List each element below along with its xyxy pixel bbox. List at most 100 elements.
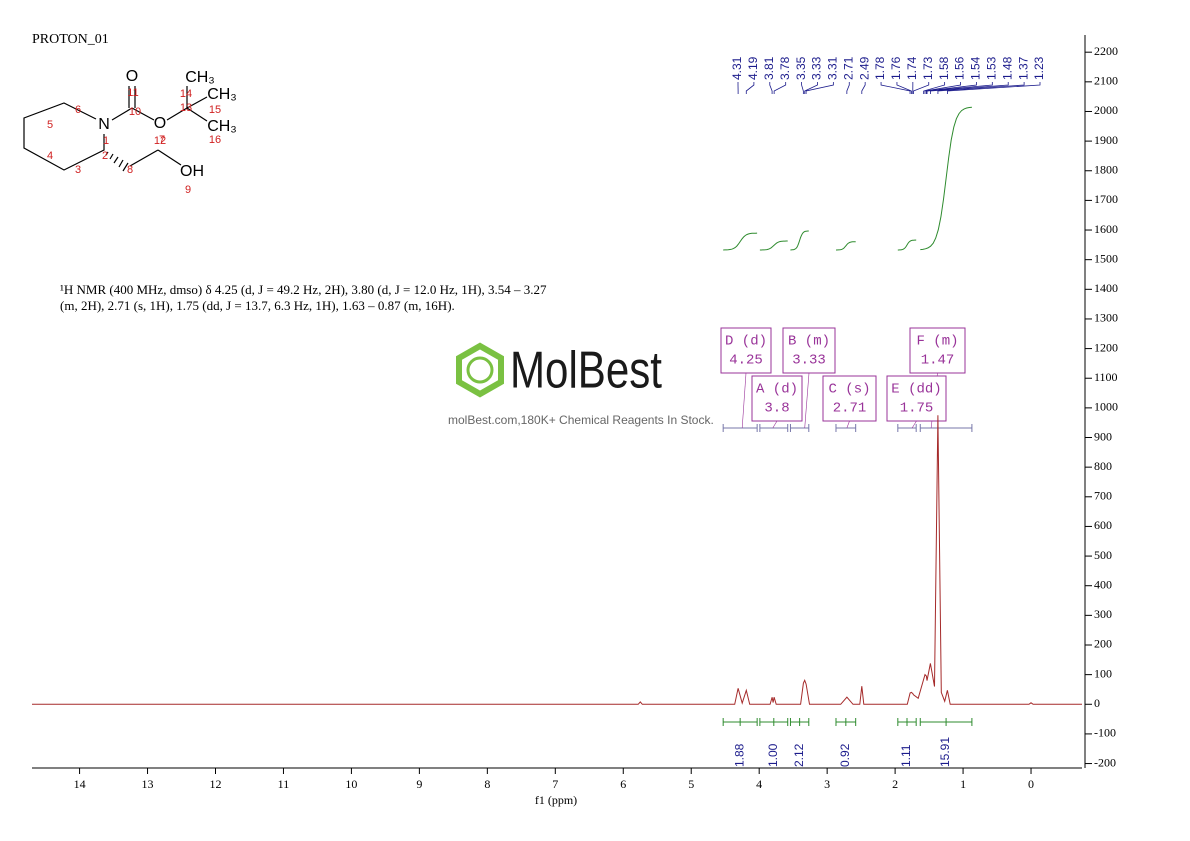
x-tick-label: 0	[1028, 777, 1034, 791]
multiplet-connector	[772, 420, 778, 429]
chart-title: PROTON_01	[32, 32, 109, 47]
y-tick-label: 2200	[1094, 44, 1118, 58]
x-axis-label: f1 (ppm)	[535, 793, 577, 807]
watermark-tagline: molBest.com,180K+ Chemical Reagents In S…	[448, 413, 714, 427]
peak-label: 1.78	[873, 56, 887, 80]
atom-number: 15	[209, 104, 221, 116]
x-tick-label: 2	[892, 777, 898, 791]
peak-label: 3.78	[778, 56, 792, 80]
y-tick-label: 1300	[1094, 311, 1118, 325]
y-tick-label: 1900	[1094, 133, 1118, 147]
atom-number: 14	[180, 88, 192, 100]
y-tick-label: 2100	[1094, 74, 1118, 88]
peak-leader	[923, 82, 946, 94]
y-tick-label: 1200	[1094, 340, 1118, 354]
peak-label: 2.71	[841, 56, 855, 80]
peak-label: 3.33	[810, 56, 824, 80]
peak-leader	[913, 82, 930, 94]
multiplet-box	[822, 375, 877, 422]
peak-leader	[804, 82, 818, 94]
x-tick-label: 7	[552, 777, 558, 791]
peak-leader	[745, 82, 755, 94]
logo	[456, 342, 504, 398]
y-tick-label: 0	[1094, 696, 1100, 710]
y-tick-label: 1700	[1094, 192, 1118, 206]
atom-label: O	[154, 115, 166, 132]
peak-label: 1.58	[937, 56, 951, 80]
multiplet-shift: 3.33	[792, 353, 826, 369]
multiplet-box	[751, 375, 803, 422]
y-tick-label: 1100	[1094, 370, 1118, 384]
y-tick-label: -200	[1094, 755, 1116, 769]
y-tick-label: 300	[1094, 607, 1112, 621]
peak-label: 1.53	[984, 56, 998, 80]
y-tick-label: 1800	[1094, 163, 1118, 177]
multiplet-box	[782, 327, 836, 374]
multiplet-name: F (m)	[916, 334, 958, 350]
y-tick-label: -100	[1094, 726, 1116, 740]
peak-label: 1.73	[921, 56, 935, 80]
y-tick-label: 500	[1094, 548, 1112, 562]
multiplet-connector	[846, 420, 850, 429]
multiplet-name: B (m)	[788, 334, 830, 350]
peak-label: 3.81	[762, 56, 776, 80]
y-tick-label: 2000	[1094, 103, 1118, 117]
multiplet-shift: 1.47	[921, 353, 955, 369]
peak-label: 4.31	[730, 56, 744, 80]
y-tick-label: 200	[1094, 637, 1112, 651]
multiplet-name: A (d)	[756, 382, 798, 398]
multiplet-box	[886, 375, 947, 422]
y-tick-label: 1000	[1094, 400, 1118, 414]
x-tick-label: 8	[484, 777, 490, 791]
x-tick-label: 13	[142, 777, 154, 791]
atom-label: O	[126, 68, 138, 85]
x-tick-label: 9	[416, 777, 422, 791]
integral-label: 1.88	[732, 743, 746, 767]
atom-label: OH	[180, 163, 204, 180]
integral-curve	[723, 232, 758, 251]
peak-label: 1.76	[889, 56, 903, 80]
multiplet-name: C (s)	[828, 382, 870, 398]
x-tick-label: 11	[278, 777, 290, 791]
integral-curve	[836, 241, 856, 251]
x-tick-label: 6	[620, 777, 626, 791]
y-tick-label: 1400	[1094, 281, 1118, 295]
multiplet-shift: 1.75	[900, 401, 934, 417]
peak-label: 1.74	[905, 56, 919, 80]
atom-label: CH₃	[207, 86, 237, 103]
watermark-brand: MolBest	[510, 342, 662, 400]
peak-leader	[924, 82, 961, 94]
peak-leader	[805, 82, 834, 94]
atom-label: CH₃	[185, 69, 215, 86]
peak-leader	[801, 82, 804, 94]
y-tick-label: 900	[1094, 429, 1112, 443]
integral-label: 2.12	[792, 743, 806, 767]
multiplet-box	[909, 327, 966, 374]
atom-label: CH₃	[207, 118, 237, 135]
nmr-description: (m, 2H), 2.71 (s, 1H), 1.75 (dd, J = 13.…	[60, 298, 455, 313]
peak-label: 4.19	[746, 56, 760, 80]
multiplet-connector	[911, 420, 917, 429]
multiplet-connector	[804, 372, 810, 429]
multiplet-box	[720, 327, 772, 374]
spectrum	[32, 415, 1082, 705]
multiplet-connector	[741, 372, 747, 429]
integral-curve	[759, 240, 788, 251]
y-tick-label: 1600	[1094, 222, 1118, 236]
y-tick-label: 800	[1094, 459, 1112, 473]
atom-number: 6	[75, 104, 81, 116]
peak-label: 3.31	[826, 56, 840, 80]
y-tick-label: 1500	[1094, 251, 1118, 265]
peak-label: 1.23	[1032, 56, 1046, 80]
atom-number: 3	[75, 164, 81, 176]
x-tick-label: 12	[209, 777, 221, 791]
peak-leader	[773, 82, 787, 94]
x-tick-label: 10	[345, 777, 357, 791]
peak-leader	[947, 82, 1041, 94]
atom-number: 1	[103, 135, 109, 147]
peak-leader	[880, 82, 911, 94]
atom-number: 4	[47, 150, 53, 162]
peak-label: 1.37	[1016, 56, 1030, 80]
peak-leader	[861, 82, 866, 94]
peak-leader	[769, 82, 773, 94]
